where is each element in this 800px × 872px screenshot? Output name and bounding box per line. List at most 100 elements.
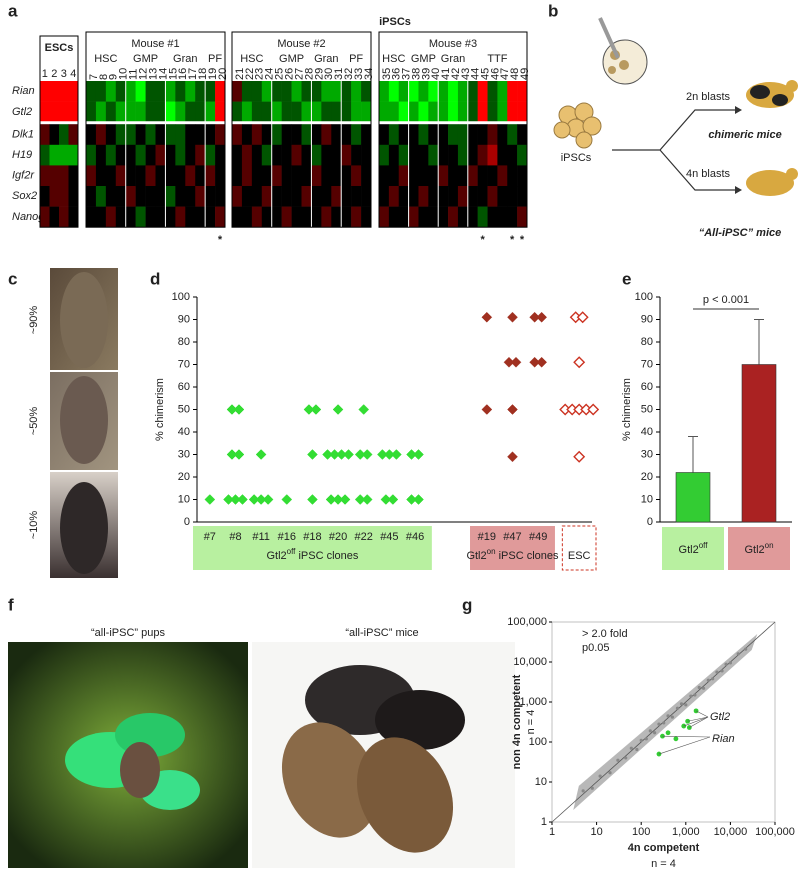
- heat-cell: [379, 165, 390, 187]
- y-tick-label: 100: [635, 291, 653, 303]
- heat-cell: [311, 124, 322, 146]
- data-point: [481, 311, 493, 323]
- data-point: [255, 449, 267, 460]
- y-tick-label: 100: [172, 291, 190, 303]
- heat-cell: [497, 81, 508, 102]
- x-tick-label: #11: [252, 531, 270, 543]
- column-label: 48: [509, 68, 521, 80]
- heat-cell: [205, 81, 216, 102]
- heat-cell: [59, 81, 69, 102]
- heat-cell: [155, 206, 166, 228]
- x-tick-label: #20: [329, 531, 347, 543]
- heat-cell: [40, 206, 50, 228]
- heat-cell: [59, 144, 69, 166]
- y-tick-label: 100,000: [507, 616, 547, 628]
- heat-cell: [86, 144, 97, 166]
- heat-cell: [40, 81, 50, 102]
- heat-cell: [232, 124, 243, 146]
- heat-cell: [195, 101, 206, 123]
- heat-cell: [40, 144, 50, 166]
- column-label: 40: [430, 68, 442, 80]
- heat-cell: [311, 165, 322, 187]
- heat-cell: [477, 206, 488, 228]
- group-label: Gtl2on iPSC clones: [466, 547, 559, 562]
- heat-cell: [68, 124, 79, 146]
- heat-cell: [49, 186, 60, 207]
- arrow-label: 4n blasts: [686, 168, 731, 180]
- y-tick-label: 70: [178, 358, 190, 370]
- column-label: 17: [187, 68, 199, 80]
- heat-cell: [497, 206, 508, 228]
- data-point: [391, 449, 402, 460]
- heat-cell: [95, 144, 107, 166]
- heat-cell: [105, 81, 117, 102]
- heat-cell: [428, 165, 439, 187]
- heat-cell: [408, 101, 419, 123]
- heat-cell: [185, 124, 196, 146]
- heat-cell: [448, 206, 459, 228]
- result-label: chimeric mice: [708, 129, 781, 141]
- y-tick-label: 40: [178, 426, 190, 438]
- heat-cell: [59, 101, 69, 123]
- heat-cell: [388, 186, 400, 207]
- heat-cell: [408, 165, 419, 187]
- heat-cell: [241, 165, 253, 187]
- heat-cell: [205, 165, 216, 187]
- heat-cell: [59, 186, 69, 207]
- heat-cell: [388, 124, 400, 146]
- heat-cell: [321, 206, 332, 228]
- heat-cell: [418, 186, 429, 207]
- heat-cell: [457, 124, 469, 146]
- heat-cell: [341, 165, 352, 187]
- heat-cell: [145, 81, 156, 102]
- heat-cell: [507, 165, 518, 187]
- column-label: 13: [147, 68, 159, 80]
- heat-cell: [408, 186, 419, 207]
- heat-cell: [251, 124, 263, 146]
- heat-cell: [185, 81, 196, 102]
- y-tick-label: 90: [178, 313, 190, 325]
- group-label-base: Gtl2: [266, 550, 286, 562]
- heat-cell: [331, 144, 342, 166]
- heat-cell: [59, 124, 69, 146]
- heat-cell: [398, 81, 409, 102]
- y-tick-label: 1,000: [519, 696, 547, 708]
- x-tick-label-sup: on: [765, 541, 774, 550]
- group-box: [561, 525, 597, 571]
- panel-label: b: [548, 1, 558, 20]
- heat-cell: [517, 101, 528, 123]
- heat-cell: [86, 81, 97, 102]
- heat-cell: [215, 81, 226, 102]
- heat-cell: [291, 186, 302, 207]
- heat-cell: [125, 165, 136, 187]
- group-box: [470, 526, 555, 570]
- x-tick-label: #7: [204, 531, 216, 543]
- heat-cell: [457, 206, 469, 228]
- heat-cell: [497, 124, 508, 146]
- heat-cell: [68, 144, 79, 166]
- column-label: 16: [177, 68, 189, 80]
- heat-cell: [321, 186, 332, 207]
- data-point: [662, 721, 666, 725]
- group-label: HSC: [382, 53, 405, 65]
- heat-cell: [281, 186, 292, 207]
- heat-cell: [232, 206, 243, 228]
- heat-cell: [361, 101, 372, 123]
- heat-cell: [351, 124, 362, 146]
- heat-cell: [291, 124, 302, 146]
- heat-cell: [487, 144, 498, 166]
- data-point: [507, 451, 518, 463]
- group-label-base: ESC: [568, 550, 591, 562]
- x-tick-label: #46: [406, 531, 424, 543]
- heat-cell: [517, 81, 528, 102]
- block-frame: [378, 31, 528, 228]
- heat-cell: [281, 165, 292, 187]
- heat-cell: [517, 144, 528, 166]
- heat-cell: [497, 144, 508, 166]
- column-label: 25: [274, 68, 286, 80]
- heat-cell: [311, 186, 322, 207]
- panel-label: g: [462, 595, 472, 614]
- heat-cell: [428, 144, 439, 166]
- heat-cell: [40, 186, 50, 207]
- row-label: Nanog: [12, 211, 45, 223]
